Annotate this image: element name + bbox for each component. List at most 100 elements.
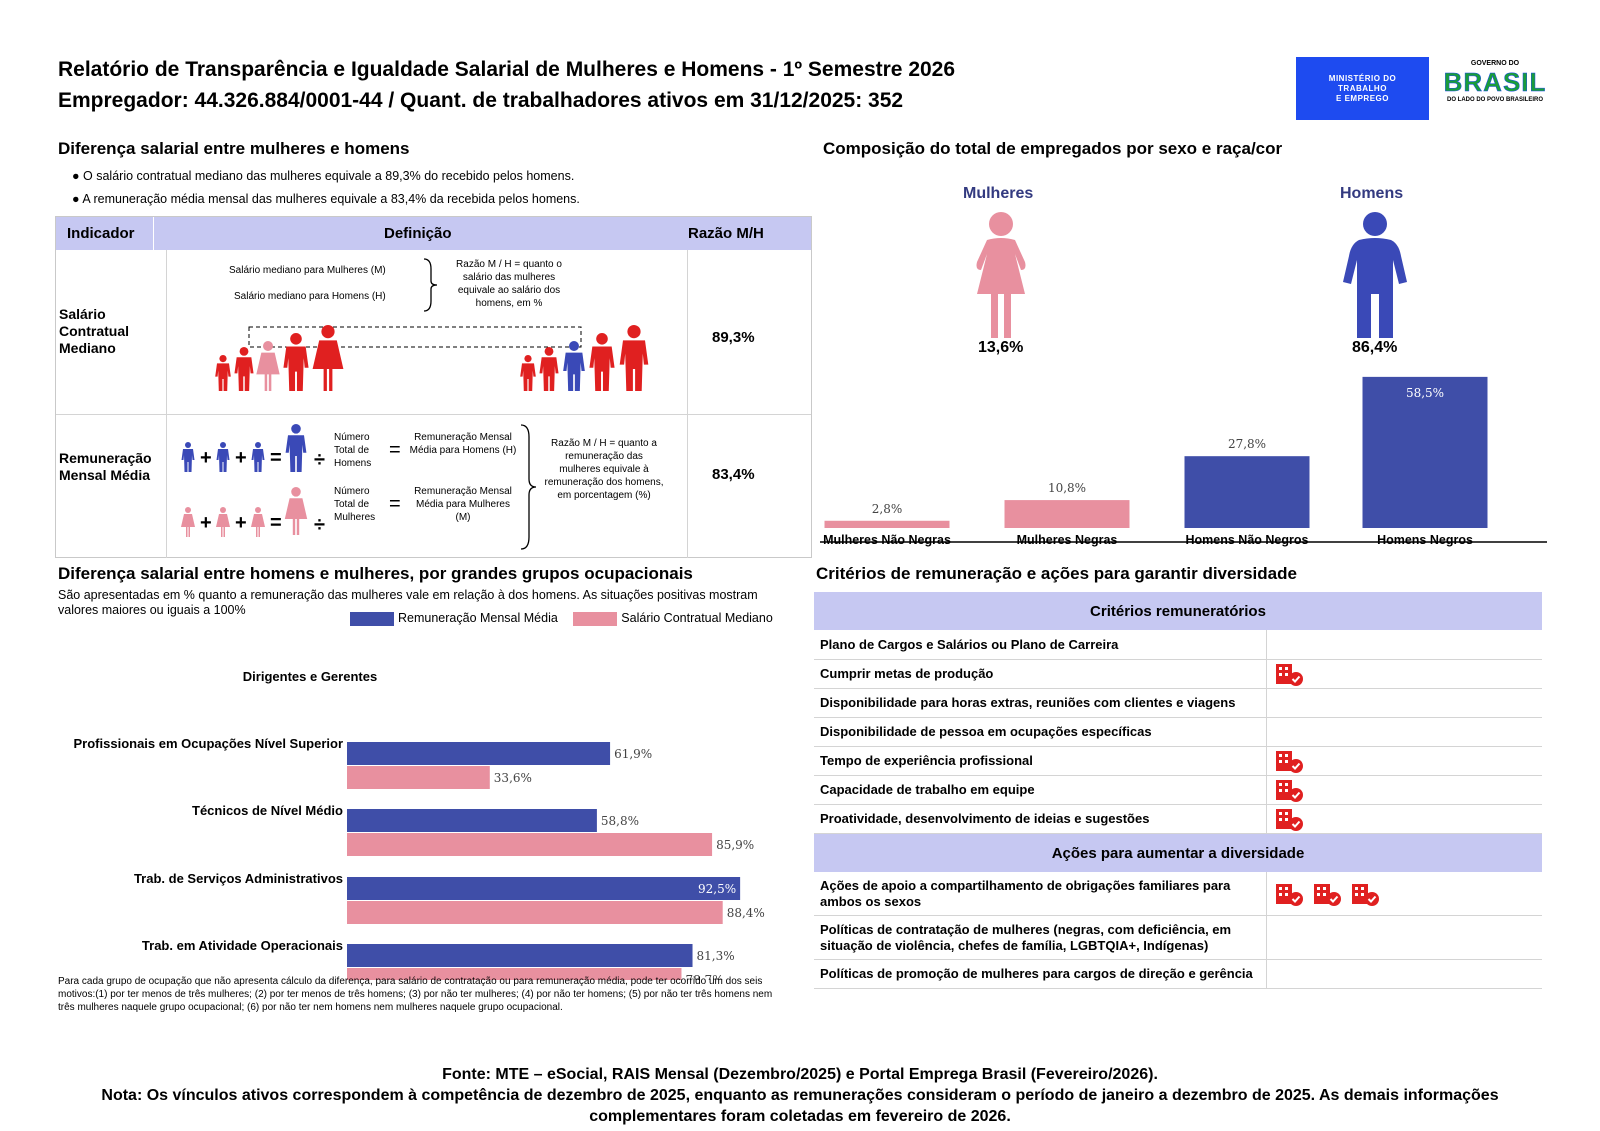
column-divider	[1266, 872, 1267, 915]
num-women: Número Total de Mulheres	[334, 486, 376, 523]
person-icon	[234, 347, 254, 391]
criteria-title: Critérios de remuneração e ações para ga…	[816, 564, 1297, 583]
mte-logo-line: MINISTÉRIO DO	[1328, 73, 1397, 83]
scm-bar	[347, 766, 490, 789]
composition-category-label: Homens Não Negros	[1186, 533, 1309, 547]
criteria-row: Capacidade de trabalho em equipe	[814, 776, 1542, 805]
person-icon	[283, 333, 309, 391]
criteria-label: Ações de apoio a compartilhamento de obr…	[820, 877, 1231, 909]
criteria-label: Proatividade, desenvolvimento de ideias …	[820, 811, 1150, 826]
res-men: Remuneração Mensal Média para Homens (H)	[409, 432, 517, 456]
man-icon	[216, 442, 230, 472]
building-check-icon	[1276, 664, 1303, 686]
bar-value-label: 58,8%	[601, 814, 639, 828]
person-icon	[619, 325, 649, 391]
men-pct: 86,4%	[1352, 339, 1398, 356]
column-divider	[1266, 689, 1267, 717]
bar-value-label: 78,7%	[685, 973, 723, 980]
def-men-median: Salário mediano para Homens (H)	[234, 291, 386, 302]
column-divider	[1266, 776, 1267, 804]
gov-logo-top: GOVERNO DO	[1470, 60, 1520, 67]
bullet-1: ● O salário contratual mediano das mulhe…	[72, 169, 575, 183]
footer-source: Fonte: MTE – eSocial, RAIS Mensal (Dezem…	[442, 1066, 1158, 1083]
scm-bar	[347, 901, 723, 924]
res-women: Remuneração Mensal Média para Mulheres (…	[414, 486, 512, 523]
building-check-icon	[1352, 883, 1379, 906]
composition-bar	[1362, 376, 1488, 528]
footer: Fonte: MTE – eSocial, RAIS Mensal (Dezem…	[40, 1064, 1560, 1127]
composition-bar-label: 2,8%	[872, 502, 903, 516]
bullet-2: ● A remuneração média mensal das mulhere…	[72, 192, 580, 206]
man-icon	[251, 442, 265, 472]
criteria-icons	[1274, 749, 1312, 773]
operator-symbol: ÷	[314, 514, 325, 536]
criteria-label: Disponibilidade de pessoa em ocupações e…	[820, 724, 1152, 739]
criteria-row: Disponibilidade para horas extras, reuni…	[814, 689, 1542, 718]
rmm-bar	[347, 742, 611, 765]
bar-value-label: 85,9%	[716, 838, 754, 852]
def-ratio-1: Razão M / H = quanto o salário das mulhe…	[456, 259, 562, 309]
column-divider	[1266, 960, 1267, 988]
salary-gap-title: Diferença salarial entre mulheres e home…	[58, 139, 410, 158]
building-check-icon	[1276, 780, 1303, 802]
gov-logo-main: BRASIL	[1443, 67, 1547, 98]
occupational-title: Diferença salarial entre homens e mulher…	[58, 564, 693, 583]
col-ratio: Razão M/H	[688, 225, 764, 242]
rmm-bar	[347, 877, 741, 900]
person-icon	[312, 325, 344, 391]
criteria-label: Disponibilidade para horas extras, reuni…	[820, 695, 1236, 710]
composition-category-label: Mulheres Não Negras	[823, 533, 951, 547]
brace-icon	[423, 258, 438, 312]
criteria-row: Disponibilidade de pessoa em ocupações e…	[814, 718, 1542, 747]
bar-value-label: 88,4%	[727, 906, 765, 920]
criteria-icons	[1274, 882, 1388, 906]
row1-ratio: 89,3%	[712, 329, 755, 346]
criteria-label: Tempo de experiência profissional	[820, 753, 1033, 768]
bar-value-label: 92,5%	[698, 882, 736, 896]
woman-figure-icon	[976, 212, 1026, 338]
composition-bar-chart: 2,8% Mulheres Não Negras 10,8% Mulheres Neg…	[820, 376, 1547, 547]
people-average-illustration: + + = ÷ + + = ÷	[181, 424, 325, 537]
col-definition: Definição	[384, 225, 452, 242]
row1-indicator: Salário Contratual Mediano	[59, 306, 129, 356]
row2-ratio: 83,4%	[712, 466, 755, 483]
criteria-row: Cumprir metas de produção	[814, 660, 1542, 689]
operator-symbol: ÷	[314, 449, 325, 471]
column-divider	[1266, 630, 1267, 659]
legend-swatch-pink	[573, 611, 618, 626]
legend-label-scm: Salário Contratual Mediano	[621, 611, 773, 625]
mte-logo-line: TRABALHO	[1338, 83, 1387, 93]
title-line-2: Empregador: 44.326.884/0001-44 / Quant. …	[58, 89, 904, 112]
woman-icon	[216, 507, 230, 537]
footer-note: Nota: Os vínculos ativos correspondem à …	[101, 1087, 1499, 1125]
criteria-table: Critérios remuneratórios Plano de Cargos…	[814, 592, 1542, 989]
composition-bar-label: 27,8%	[1228, 437, 1266, 451]
operator-symbol: +	[235, 512, 247, 534]
brace-icon	[520, 424, 537, 550]
report-title: Relatório de Transparência e Igualdade S…	[58, 54, 1218, 116]
person-icon	[215, 355, 231, 391]
occupation-label: Trab. em Atividade Operacionais	[142, 938, 343, 953]
building-check-icon	[1314, 883, 1341, 906]
rmm-bar	[347, 809, 597, 832]
criteria-label: Cumprir metas de produção	[820, 666, 994, 681]
criteria-label: Políticas de contratação de mulheres (ne…	[820, 921, 1232, 953]
criteria-row: Proatividade, desenvolvimento de ideias …	[814, 805, 1542, 834]
grid-line	[56, 414, 811, 415]
occupation-label: Dirigentes e Gerentes	[243, 669, 377, 684]
man-icon	[181, 442, 195, 472]
def-ratio-2: Razão M / H = quanto a remuneração das m…	[544, 438, 664, 501]
building-check-icon	[1276, 809, 1303, 831]
woman-icon	[251, 507, 265, 537]
person-icon	[589, 333, 615, 391]
criteria-row: Tempo de experiência profissional	[814, 747, 1542, 776]
table-header: Indicador Definição Razão M/H	[56, 217, 811, 250]
column-divider	[1266, 718, 1267, 746]
chart-legend: Remuneração Mensal Média Salário Contrat…	[350, 611, 773, 626]
column-divider	[1266, 660, 1267, 688]
occupational-footnote: Para cada grupo de ocupação que não apre…	[58, 976, 773, 1013]
criteria-icons	[1274, 778, 1312, 802]
indicator-table: Indicador Definição Razão M/H Salário Co…	[55, 216, 812, 558]
woman-icon	[181, 507, 195, 537]
criteria-row: Plano de Cargos e Salários ou Plano de C…	[814, 630, 1542, 660]
